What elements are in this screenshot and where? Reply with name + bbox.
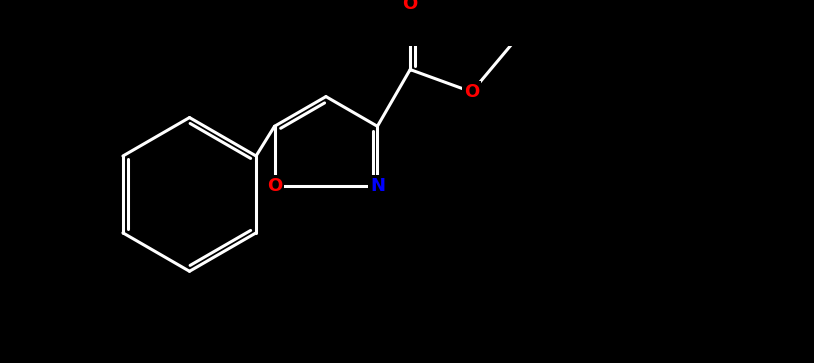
Text: N: N bbox=[370, 177, 385, 195]
Text: O: O bbox=[464, 83, 479, 101]
Text: O: O bbox=[267, 177, 282, 195]
Text: O: O bbox=[402, 0, 418, 13]
